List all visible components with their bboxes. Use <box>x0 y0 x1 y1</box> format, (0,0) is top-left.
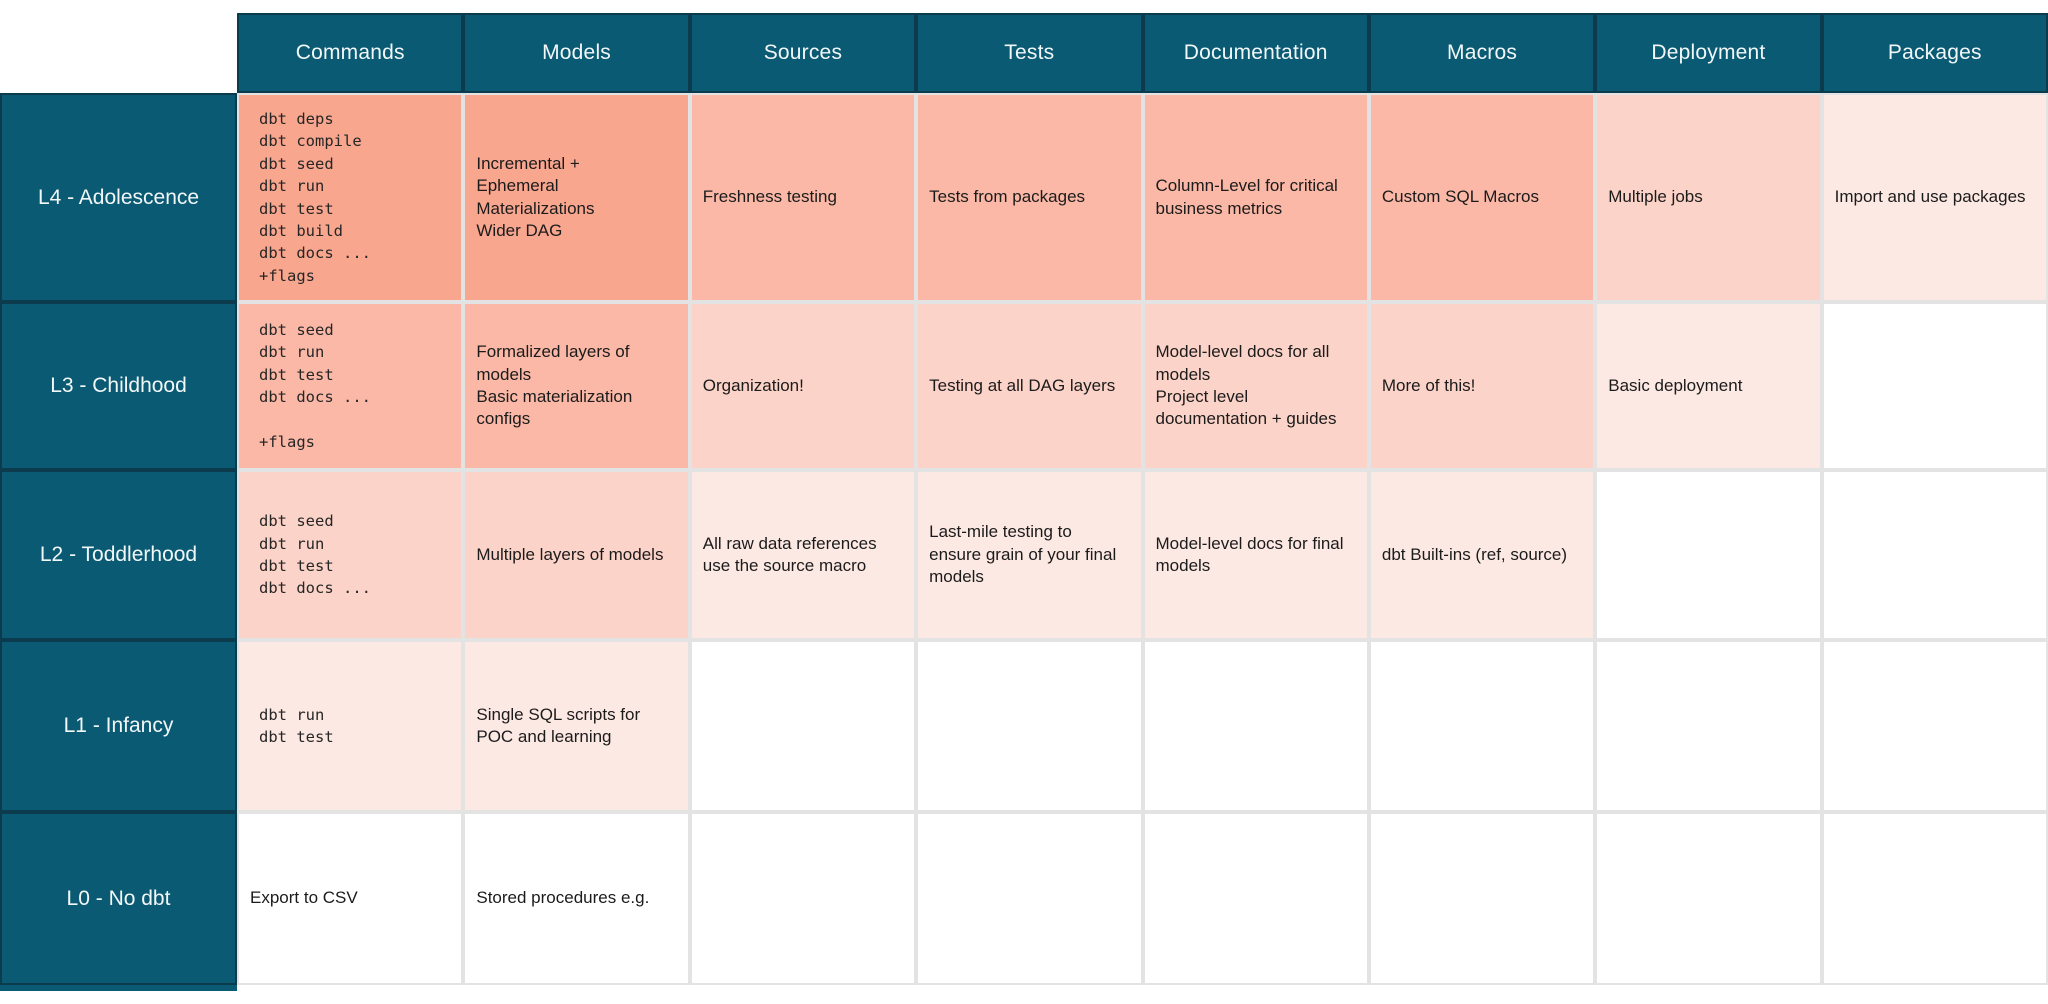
column-header-deployment: Deployment <box>1595 13 1822 93</box>
cell-l4-tests: Tests from packages <box>916 93 1143 302</box>
cell-l1-tests <box>916 640 1143 812</box>
corner-spacer <box>0 13 237 93</box>
cell-l3-documentation: Model-level docs for all models Project … <box>1142 302 1369 470</box>
cell-l3-tests: Testing at all DAG layers <box>916 302 1143 470</box>
cell-l1-models: Single SQL scripts for POC and learning <box>463 640 690 812</box>
column-header-documentation: Documentation <box>1142 13 1369 93</box>
cell-l1-commands: dbt run dbt test <box>237 640 464 812</box>
cell-l2-documentation: Model-level docs for final models <box>1142 470 1369 640</box>
row-header-l3-childhood: L3 - Childhood <box>0 302 237 470</box>
cell-l3-deployment: Basic deployment <box>1595 302 1822 470</box>
cell-l3-macros: More of this! <box>1368 302 1596 470</box>
cell-l0-macros <box>1368 812 1596 985</box>
cell-l1-deployment <box>1595 640 1822 812</box>
bottom-spacer <box>237 985 2048 991</box>
cell-l4-deployment: Multiple jobs <box>1595 93 1822 302</box>
maturity-matrix-table: Commands Models Sources Tests Documentat… <box>0 13 2048 991</box>
cell-l4-models: Incremental + Ephemeral Materializations… <box>463 93 690 302</box>
cell-l2-commands: dbt seed dbt run dbt test dbt docs ... <box>237 470 464 640</box>
cell-l0-documentation <box>1142 812 1369 985</box>
cell-l3-packages <box>1821 302 2048 470</box>
column-header-tests: Tests <box>916 13 1143 93</box>
cell-l4-documentation: Column-Level for critical business metri… <box>1142 93 1369 302</box>
cell-l0-tests <box>916 812 1143 985</box>
row-header-l1-infancy: L1 - Infancy <box>0 640 237 812</box>
cell-l0-sources <box>689 812 917 985</box>
cell-l1-macros <box>1368 640 1596 812</box>
row-header-l2-toddlerhood: L2 - Toddlerhood <box>0 470 237 640</box>
cell-l3-sources: Organization! <box>689 302 917 470</box>
cell-l0-packages <box>1821 812 2048 985</box>
column-header-packages: Packages <box>1821 13 2048 93</box>
cell-l4-sources: Freshness testing <box>689 93 917 302</box>
column-header-sources: Sources <box>689 13 917 93</box>
cell-l1-sources <box>689 640 917 812</box>
column-header-macros: Macros <box>1368 13 1596 93</box>
cell-l2-packages <box>1821 470 2048 640</box>
cell-l2-macros: dbt Built-ins (ref, source) <box>1368 470 1596 640</box>
cell-l2-deployment <box>1595 470 1822 640</box>
cell-l4-commands: dbt deps dbt compile dbt seed dbt run db… <box>237 93 464 302</box>
cell-l0-commands: Export to CSV <box>237 812 464 985</box>
cell-l3-commands: dbt seed dbt run dbt test dbt docs ... +… <box>237 302 464 470</box>
cell-l1-documentation <box>1142 640 1369 812</box>
cell-l0-models: Stored procedures e.g. <box>463 812 690 985</box>
cell-l0-deployment <box>1595 812 1822 985</box>
left-column-bottom-stub <box>0 985 237 991</box>
cell-l1-packages <box>1821 640 2048 812</box>
cell-l4-macros: Custom SQL Macros <box>1368 93 1596 302</box>
row-header-l4-adolescence: L4 - Adolescence <box>0 93 237 302</box>
cell-l3-models: Formalized layers of models Basic materi… <box>463 302 690 470</box>
cell-l2-tests: Last-mile testing to ensure grain of you… <box>916 470 1143 640</box>
column-header-commands: Commands <box>237 13 464 93</box>
cell-l2-sources: All raw data references use the source m… <box>689 470 917 640</box>
cell-l4-packages: Import and use packages <box>1821 93 2048 302</box>
cell-l2-models: Multiple layers of models <box>463 470 690 640</box>
column-header-models: Models <box>463 13 690 93</box>
row-header-l0-no-dbt: L0 - No dbt <box>0 812 237 985</box>
